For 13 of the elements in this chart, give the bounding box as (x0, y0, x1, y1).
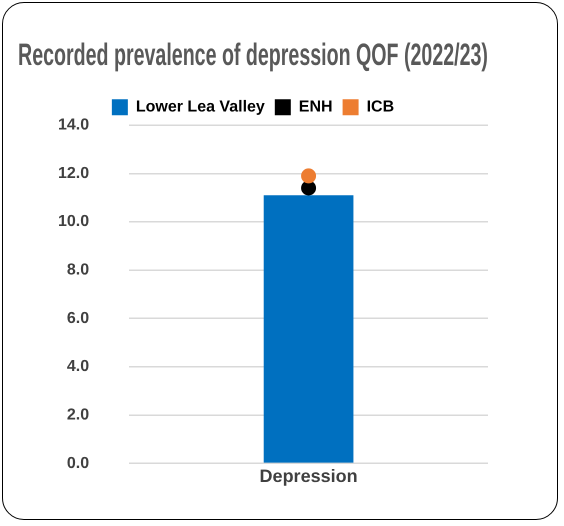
y-tick-label: 2.0 (66, 406, 90, 424)
y-tick-label: 10.0 (58, 213, 90, 230)
y-tick-label: 0.0 (66, 454, 90, 472)
y-tick-label: 8.0 (66, 262, 90, 279)
legend-label: ICB (366, 98, 394, 116)
y-tick-label: 4.0 (66, 358, 90, 376)
x-tick-label: Depression (260, 466, 358, 486)
y-tick-label: 6.0 (66, 310, 90, 327)
legend-label: Lower Lea Valley (136, 98, 265, 116)
y-tick-label: 12.0 (58, 164, 90, 182)
chart-title: Recorded prevalence of depression QOF (2022/23) (18, 38, 488, 72)
y-tick-label: 14.0 (58, 116, 90, 134)
legend-label: ENH (298, 98, 333, 116)
